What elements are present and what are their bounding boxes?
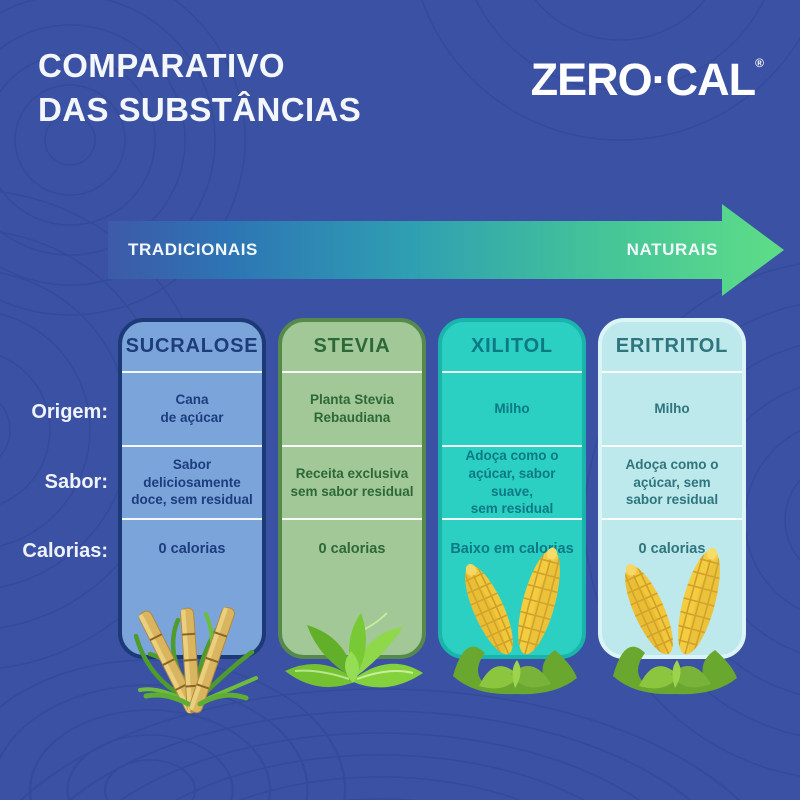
card-stevia-sabor: Receita exclusiva sem sabor residual	[282, 447, 422, 520]
card-eritritol-calorias: 0 calorias	[638, 541, 706, 558]
card-sucralose: SUCRALOSE Cana de açúcar Sabor deliciosa…	[118, 318, 266, 659]
card-sucralose-calorias: 0 calorias	[158, 541, 226, 558]
card-sucralose-title: SUCRALOSE	[122, 322, 262, 373]
card-eritritol-title: ERITRITOL	[602, 322, 742, 373]
spectrum-label-tradicionais: TRADICIONAIS	[128, 240, 258, 259]
spectrum-arrow: TRADICIONAIS NATURAIS	[108, 204, 784, 296]
brand-logo-text: ZERO·CAL	[530, 54, 756, 105]
card-xilitol: XILITOL Milho Adoça como o açúcar, sabor…	[438, 318, 586, 659]
comparison-cards: SUCRALOSE Cana de açúcar Sabor deliciosa…	[118, 318, 746, 659]
card-eritritol: ERITRITOL Milho Adoça como o açúcar, sem…	[598, 318, 746, 659]
card-eritritol-origem: Milho	[602, 373, 742, 447]
page-title-line2: DAS SUBSTÂNCIAS	[38, 90, 362, 128]
brand-logo: ZERO·CAL®	[531, 54, 764, 106]
page-title-line1: COMPARATIVO	[38, 47, 286, 84]
row-label-calorias: Calorias:	[22, 540, 108, 562]
spectrum-arrow-shape	[108, 204, 784, 296]
row-label-origem: Origem:	[31, 401, 108, 423]
card-sucralose-origem: Cana de açúcar	[122, 373, 262, 447]
card-eritritol-sabor: Adoça como o açúcar, sem sabor residual	[602, 447, 742, 520]
card-stevia-calorias: 0 calorias	[318, 541, 386, 558]
card-xilitol-sabor: Adoça como o açúcar, sabor suave, sem re…	[442, 447, 582, 520]
card-stevia: STEVIA Planta Stevia Rebaudiana Receita …	[278, 318, 426, 659]
card-stevia-origem: Planta Stevia Rebaudiana	[282, 373, 422, 447]
card-xilitol-title: XILITOL	[442, 322, 582, 373]
card-stevia-title: STEVIA	[282, 322, 422, 373]
spectrum-label-naturais: NATURAIS	[626, 240, 718, 259]
registered-trademark-icon: ®	[755, 56, 764, 70]
sugarcane-illustration	[122, 564, 262, 714]
stevia-leaves-illustration	[277, 591, 427, 701]
row-label-sabor: Sabor:	[44, 471, 108, 493]
page-title: COMPARATIVO DAS SUBSTÂNCIAS	[38, 44, 361, 132]
card-xilitol-origem: Milho	[442, 373, 582, 447]
card-sucralose-sabor: Sabor deliciosamente doce, sem residual	[122, 447, 262, 520]
card-xilitol-calorias: Baixo em calorias	[450, 541, 574, 558]
